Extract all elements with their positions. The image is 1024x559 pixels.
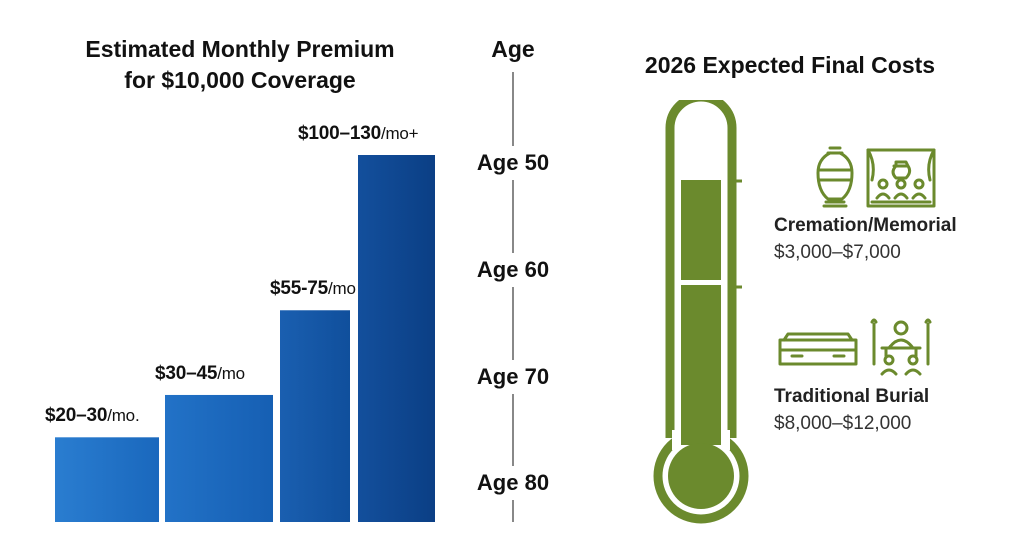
premium-bar-age-80 <box>55 437 159 522</box>
burial-cost-range: $8,000–$12,000 <box>774 413 912 434</box>
premium-amount: $20–30 <box>45 405 108 427</box>
urn-and-memorial-service-icon <box>816 146 936 208</box>
premium-unit: /mo <box>327 279 356 299</box>
premium-unit: /mo. <box>107 406 140 426</box>
premium-bar-label-age-80: $20–30/mo. <box>45 405 140 427</box>
age-axis-title: Age <box>491 36 535 62</box>
final-costs-title: 2026 Expected Final Costs <box>644 52 936 78</box>
premium-amount: $55-75 <box>270 278 328 300</box>
thermometer-outline <box>665 100 737 438</box>
premium-bar-label-age-50: $100–130/mo+ <box>298 123 419 145</box>
age-tick-age-80: Age 80 <box>466 466 560 500</box>
premium-amount: $100–130 <box>298 123 381 144</box>
age-tick-age-70: Age 70 <box>466 360 560 394</box>
cremation-cost-range: $3,000–$7,000 <box>774 242 901 263</box>
premium-unit: /mo+ <box>380 124 419 143</box>
thermometer-fill-upper <box>681 180 721 280</box>
premium-bar-chart <box>55 155 435 522</box>
premium-bar-label-age-60: $55-75/mo <box>270 278 356 300</box>
premium-bar-age-70 <box>165 394 273 522</box>
premium-unit: /mo <box>217 363 245 383</box>
casket-and-funeral-service-icon <box>778 318 932 376</box>
age-tick-age-50: Age 50 <box>466 146 560 180</box>
age-tick-age-60: Age 60 <box>466 253 560 287</box>
burial-label: Traditional Burial <box>774 386 930 407</box>
premium-bar-age-60 <box>280 310 350 522</box>
premium-amount: $30–45 <box>155 362 218 384</box>
cremation-label: Cremation/Memorial <box>774 215 957 236</box>
premium-chart-title-line-1: Estimated Monthly Premium <box>85 36 395 62</box>
thermometer-bulb-fill <box>668 443 734 509</box>
premium-chart-title-line-2: for $10,000 Coverage <box>124 67 356 93</box>
premium-bar-label-age-70: $30–45/mo <box>155 363 245 385</box>
thermometer-graphic <box>653 100 749 524</box>
thermometer-fill-lower <box>681 285 721 445</box>
premium-chart-title: Estimated Monthly Premium for $10,000 Co… <box>40 34 440 96</box>
premium-bar-age-50 <box>358 155 435 522</box>
